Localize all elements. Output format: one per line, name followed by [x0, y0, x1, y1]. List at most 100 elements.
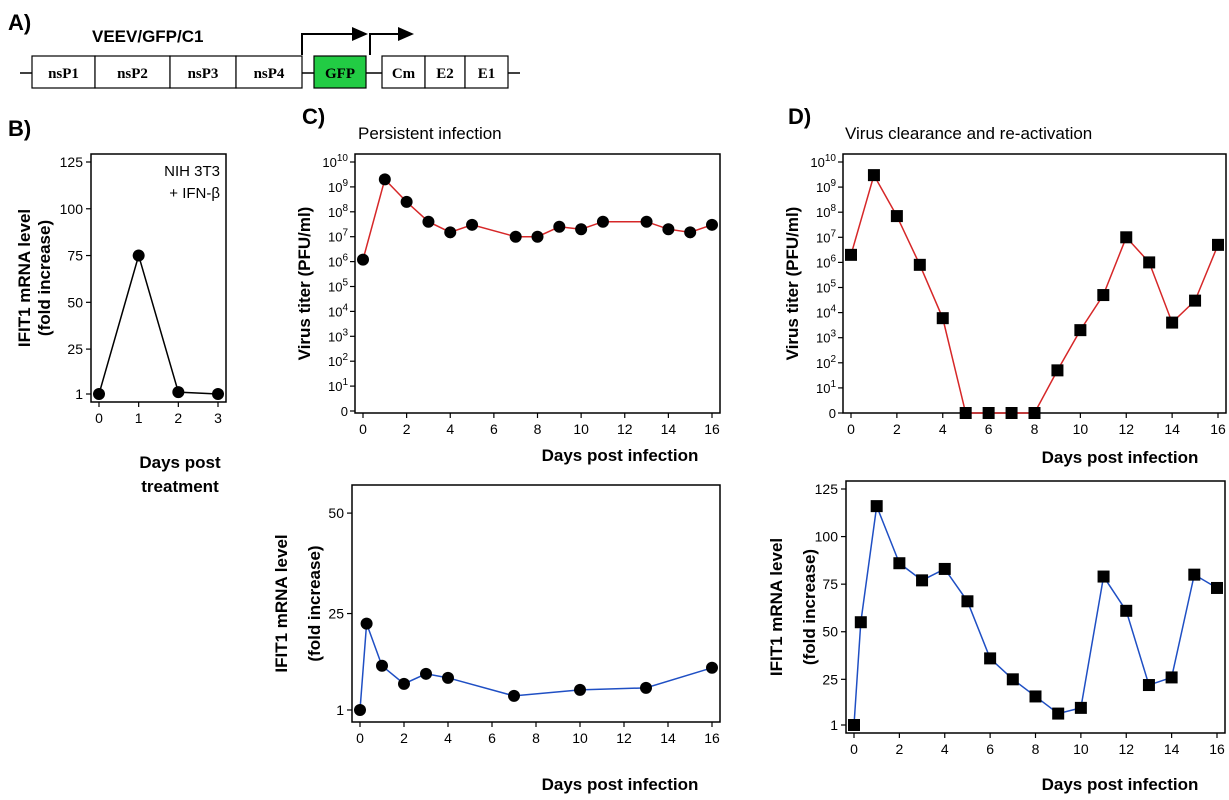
y-axis-label: Virus titer (PFU/ml) — [783, 207, 802, 361]
gene-label-nsp4: nsP4 — [254, 66, 285, 82]
series-line — [362, 177, 713, 260]
data-point — [596, 215, 609, 228]
data-point — [1165, 671, 1178, 684]
data-point — [1211, 581, 1223, 594]
y-tick-label: 107 — [816, 228, 836, 245]
x-tick-label: 16 — [1210, 421, 1226, 437]
x-tick-label: 8 — [1032, 741, 1040, 757]
data-point — [1028, 407, 1041, 419]
data-point — [1097, 289, 1110, 302]
y-tick-label: 25 — [328, 606, 344, 622]
panel-label: D) — [788, 104, 811, 129]
y-tick-label: 100 — [60, 201, 84, 217]
data-point — [575, 223, 588, 236]
data-point — [1189, 294, 1202, 307]
data-point — [848, 719, 860, 731]
y-axis-label: IFIT1 mRNA level — [15, 209, 34, 347]
chart-title: Persistent infection — [358, 124, 502, 143]
x-tick-label: 0 — [95, 410, 103, 426]
promoter-arrow-1 — [301, 33, 352, 55]
chart-title: Virus clearance and re-activation — [845, 124, 1092, 143]
data-point — [867, 169, 880, 182]
y-tick-label: 0 — [829, 406, 836, 421]
annotation: NIH 3T3 — [164, 163, 220, 180]
x-tick-label: 14 — [1164, 741, 1180, 757]
data-point — [442, 671, 454, 684]
y-tick-label: 102 — [816, 354, 836, 371]
y-tick-label: 108 — [328, 203, 348, 220]
y-tick-label: 104 — [816, 304, 836, 321]
y-tick-label: 101 — [328, 377, 348, 394]
y-tick-label: 0 — [341, 404, 348, 419]
x-axis-label: Days post infection — [542, 775, 699, 794]
data-point — [1029, 690, 1042, 703]
series-line — [359, 623, 713, 711]
data-point — [172, 386, 185, 399]
x-tick-label: 6 — [985, 421, 993, 437]
y-axis-label: (fold increase) — [305, 545, 324, 661]
data-point — [376, 659, 388, 672]
y-tick-label: 75 — [822, 576, 838, 592]
promoter-arrowhead-1 — [352, 27, 368, 41]
gene-label-gfp: GFP — [325, 66, 355, 82]
y-tick-label: 104 — [328, 302, 348, 319]
y-tick-label: 50 — [328, 505, 344, 521]
x-tick-label: 10 — [1073, 421, 1089, 437]
data-point — [93, 388, 105, 400]
y-tick-label: 106 — [328, 253, 348, 270]
data-point — [531, 230, 544, 243]
y-tick-label: 125 — [815, 481, 839, 497]
data-point — [1120, 604, 1133, 617]
data-point — [444, 226, 457, 239]
x-tick-label: 10 — [573, 421, 589, 437]
x-tick-label: 12 — [617, 421, 633, 437]
data-point — [354, 703, 366, 716]
data-point — [378, 173, 391, 186]
x-tick-label: 14 — [1164, 421, 1180, 437]
data-point — [466, 218, 479, 231]
data-point — [845, 248, 857, 261]
gene-label-nsp2: nsP2 — [117, 66, 148, 82]
data-point — [1051, 364, 1064, 377]
data-point — [1120, 231, 1133, 244]
data-point — [360, 617, 373, 630]
x-axis-label: Days post infection — [542, 446, 699, 465]
y-tick-label: 1010 — [322, 153, 348, 170]
construct-name: VEEV/GFP/C1 — [92, 27, 203, 46]
promoter-arrowhead-2 — [398, 27, 414, 41]
data-point — [420, 667, 432, 680]
x-tick-label: 8 — [1031, 421, 1039, 437]
y-tick-label: 100 — [815, 529, 839, 545]
x-tick-label: 4 — [446, 421, 454, 437]
data-point — [706, 661, 718, 674]
series-line — [850, 173, 1219, 414]
x-tick-label: 0 — [356, 730, 364, 746]
data-point — [1097, 570, 1110, 583]
x-tick-label: 10 — [1073, 741, 1089, 757]
data-point — [1188, 568, 1201, 581]
plot-frame — [354, 153, 721, 414]
data-point — [913, 258, 926, 271]
y-axis-label: Virus titer (PFU/ml) — [295, 207, 314, 361]
x-tick-label: 8 — [532, 730, 540, 746]
y-tick-label: 106 — [816, 253, 836, 270]
data-point — [870, 500, 883, 513]
y-axis-label: IFIT1 mRNA level — [272, 534, 291, 672]
data-point — [398, 677, 410, 690]
y-tick-label: 125 — [60, 154, 84, 170]
data-point — [132, 249, 145, 262]
y-axis-label: IFIT1 mRNA level — [767, 538, 786, 676]
x-tick-label: 12 — [1118, 741, 1134, 757]
data-point — [1005, 407, 1018, 419]
x-tick-label: 1 — [135, 410, 143, 426]
y-tick-label: 1 — [336, 702, 344, 718]
data-point — [357, 253, 369, 266]
y-tick-label: 109 — [816, 178, 836, 195]
gene-box-gfp — [313, 55, 367, 89]
panel-label: C) — [302, 104, 325, 129]
x-tick-label: 8 — [534, 421, 542, 437]
